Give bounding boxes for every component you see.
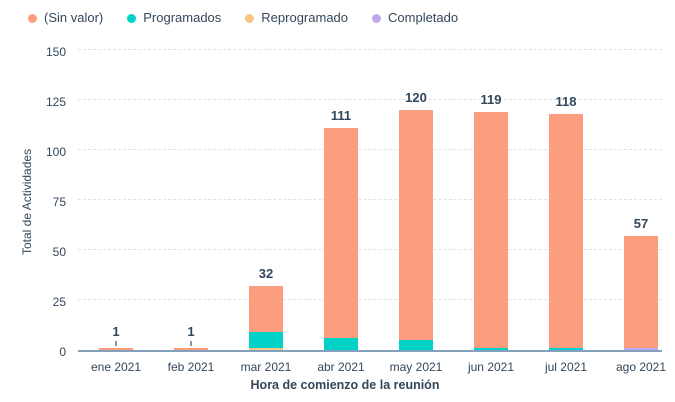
- legend: (Sin valor) Programados Reprogramado Comple…: [28, 8, 458, 28]
- bar-segment-sin-valor[interactable]: [99, 348, 133, 350]
- x-axis-title: Hora de comienzo de la reunión: [250, 378, 440, 392]
- y-tick-label: 150: [45, 45, 66, 59]
- bar-segment-sin-valor[interactable]: [624, 236, 658, 348]
- gridline: [78, 149, 662, 150]
- legend-label: Reprogramado: [261, 10, 349, 25]
- gridline: [78, 299, 662, 300]
- bar-segment-sin-valor[interactable]: [474, 112, 508, 348]
- legend-label: (Sin valor): [44, 10, 104, 25]
- bar-segment-sin-valor[interactable]: [324, 128, 358, 338]
- legend-item-completado[interactable]: Completado: [372, 8, 458, 28]
- bar-total-label: 111: [330, 108, 352, 123]
- legend-dot: [28, 13, 37, 23]
- gridline: [78, 249, 662, 250]
- bar-segment-programados[interactable]: [249, 332, 283, 348]
- legend-item-programados[interactable]: Programados: [127, 8, 221, 28]
- y-tick-label: 75: [52, 195, 66, 209]
- gridline: [78, 49, 662, 50]
- legend-dot: [372, 13, 382, 23]
- label-connector: [190, 341, 192, 346]
- bar-segment-sin-valor[interactable]: [174, 348, 208, 350]
- x-tick-label: jul 2021: [544, 360, 588, 374]
- y-tick-label: 0: [59, 345, 66, 359]
- bar-segment-programados[interactable]: [399, 340, 433, 350]
- gridline: [78, 99, 662, 100]
- x-tick-label: jun 2021: [467, 360, 515, 374]
- y-tick-label: 25: [52, 295, 66, 309]
- y-tick-label: 50: [52, 245, 66, 259]
- bar-segment-programados[interactable]: [549, 348, 583, 350]
- gridline: [78, 199, 662, 200]
- x-tick-label: mar 2021: [240, 360, 292, 374]
- bar-segment-reprogramado[interactable]: [249, 348, 283, 350]
- bar-total-label: 118: [555, 94, 577, 109]
- x-tick-label: ene 2021: [90, 360, 142, 374]
- bar-segment-programados[interactable]: [324, 338, 358, 350]
- y-axis: 0 25 50 75 100 125 150: [0, 45, 66, 359]
- bar-segment-completado[interactable]: [624, 348, 658, 350]
- bar-total-label: 1: [187, 324, 195, 339]
- plot-area: 1 1 32 111 120 119 118 57: [78, 49, 662, 352]
- bar-total-label: 57: [633, 216, 649, 231]
- x-tick-label: ago 2021: [615, 360, 667, 374]
- bar-total-label: 32: [258, 266, 274, 281]
- y-tick-label: 100: [45, 145, 66, 159]
- legend-dot: [245, 13, 255, 23]
- x-axis: ene 2021 feb 2021 mar 2021 abr 2021 may 2021…: [78, 360, 666, 376]
- bar-segment-sin-valor[interactable]: [549, 114, 583, 348]
- x-tick-label: abr 2021: [317, 360, 365, 374]
- x-tick-label: may 2021: [389, 360, 443, 374]
- legend-dot: [127, 13, 137, 23]
- x-tick-label: feb 2021: [167, 360, 215, 374]
- bar-segment-programados[interactable]: [474, 348, 508, 350]
- legend-item-reprogramado[interactable]: Reprogramado: [245, 8, 348, 28]
- label-connector: [115, 341, 117, 346]
- bar-total-label: 1: [112, 324, 120, 339]
- bar-total-label: 119: [480, 92, 502, 107]
- legend-item-sin-valor[interactable]: (Sin valor): [28, 8, 103, 28]
- legend-label: Programados: [143, 10, 222, 25]
- legend-label: Completado: [388, 10, 459, 25]
- y-tick-label: 125: [45, 95, 66, 109]
- bar-segment-sin-valor[interactable]: [249, 286, 283, 332]
- bar-total-label: 120: [405, 90, 427, 105]
- bar-segment-sin-valor[interactable]: [399, 110, 433, 340]
